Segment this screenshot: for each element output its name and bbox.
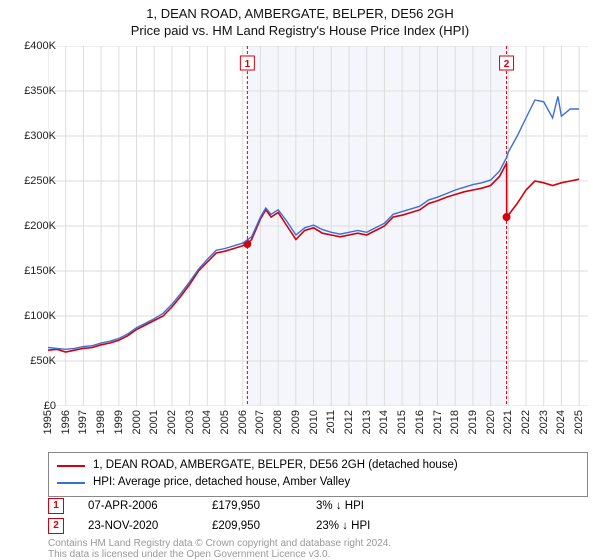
x-tick-label: 1999 [113, 410, 125, 434]
x-tick-label: 1995 [42, 410, 54, 434]
svg-text:1: 1 [245, 59, 251, 70]
legend-row-hpi: HPI: Average price, detached house, Ambe… [57, 474, 579, 491]
x-tick-label: 2008 [272, 410, 284, 434]
transaction-row-1: 1 07-APR-2006 £179,950 3% ↓ HPI [48, 498, 396, 514]
x-tick-label: 1997 [77, 410, 89, 434]
y-tick-label: £300K [6, 130, 56, 142]
x-tick-label: 2005 [219, 410, 231, 434]
legend-label-property: 1, DEAN ROAD, AMBERGATE, BELPER, DE56 2G… [93, 457, 458, 474]
x-tick-label: 2017 [432, 410, 444, 434]
x-tick-label: 2001 [148, 410, 160, 434]
x-tick-label: 2004 [201, 410, 213, 434]
legend-row-property: 1, DEAN ROAD, AMBERGATE, BELPER, DE56 2G… [57, 457, 579, 474]
transaction-price-2: £209,950 [212, 520, 292, 532]
credits-line-1: Contains HM Land Registry data © Crown c… [48, 538, 391, 549]
price-chart: 12 [48, 46, 588, 406]
x-tick-label: 1996 [60, 410, 72, 434]
title-block: 1, DEAN ROAD, AMBERGATE, BELPER, DE56 2G… [0, 0, 600, 40]
legend-swatch-property [57, 465, 85, 467]
transaction-delta-1: 3% ↓ HPI [316, 500, 396, 512]
x-tick-label: 2006 [237, 410, 249, 434]
x-tick-label: 2020 [485, 410, 497, 434]
marker-badge-1: 1 [48, 498, 64, 514]
y-tick-label: £350K [6, 85, 56, 97]
y-tick-label: £250K [6, 175, 56, 187]
x-tick-label: 2015 [396, 410, 408, 434]
x-tick-label: 2013 [361, 410, 373, 434]
legend-swatch-hpi [57, 482, 85, 484]
x-tick-label: 2003 [184, 410, 196, 434]
x-tick-label: 2025 [573, 410, 585, 434]
credits: Contains HM Land Registry data © Crown c… [48, 538, 391, 560]
x-tick-label: 2002 [166, 410, 178, 434]
marker-badge-2: 2 [48, 518, 64, 534]
y-tick-label: £150K [6, 265, 56, 277]
y-tick-label: £400K [6, 40, 56, 52]
credits-line-2: This data is licensed under the Open Gov… [48, 549, 391, 560]
x-tick-label: 2012 [343, 410, 355, 434]
transaction-date-1: 07-APR-2006 [88, 500, 188, 512]
x-tick-label: 2019 [467, 410, 479, 434]
title-subtitle: Price paid vs. HM Land Registry's House … [0, 23, 600, 40]
chart-container: 1, DEAN ROAD, AMBERGATE, BELPER, DE56 2G… [0, 0, 600, 560]
x-tick-label: 2021 [502, 410, 514, 434]
y-tick-label: £100K [6, 310, 56, 322]
transaction-row-2: 2 23-NOV-2020 £209,950 23% ↓ HPI [48, 518, 396, 534]
x-tick-label: 2022 [520, 410, 532, 434]
x-tick-label: 2016 [414, 410, 426, 434]
x-tick-label: 2024 [555, 410, 567, 434]
transaction-date-2: 23-NOV-2020 [88, 520, 188, 532]
x-tick-label: 1998 [95, 410, 107, 434]
svg-text:2: 2 [504, 59, 510, 70]
y-tick-label: £200K [6, 220, 56, 232]
x-tick-label: 2009 [290, 410, 302, 434]
x-tick-label: 2023 [538, 410, 550, 434]
transaction-delta-2: 23% ↓ HPI [316, 520, 396, 532]
x-tick-label: 2007 [254, 410, 266, 434]
x-tick-label: 2010 [308, 410, 320, 434]
y-tick-label: £50K [6, 355, 56, 367]
x-tick-label: 2014 [378, 410, 390, 434]
legend-box: 1, DEAN ROAD, AMBERGATE, BELPER, DE56 2G… [48, 452, 588, 497]
legend-label-hpi: HPI: Average price, detached house, Ambe… [93, 474, 350, 491]
x-tick-label: 2011 [325, 410, 337, 434]
transaction-price-1: £179,950 [212, 500, 292, 512]
title-address: 1, DEAN ROAD, AMBERGATE, BELPER, DE56 2G… [0, 6, 600, 23]
x-tick-label: 2018 [449, 410, 461, 434]
x-tick-label: 2000 [131, 410, 143, 434]
